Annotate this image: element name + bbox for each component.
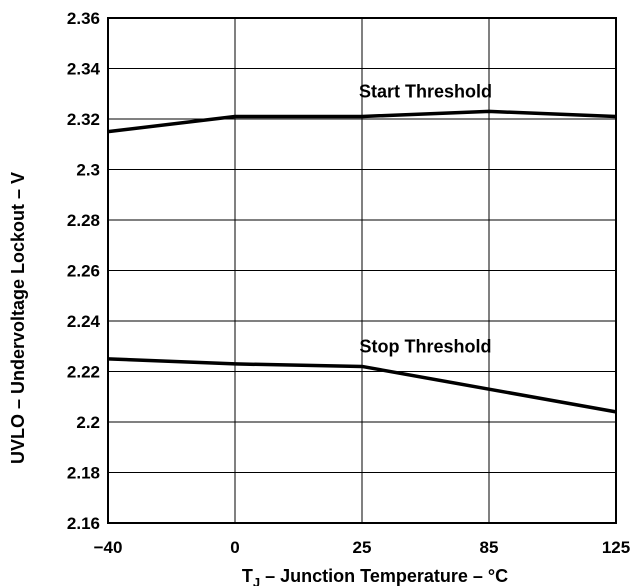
- x-tick-label: 0: [230, 538, 239, 557]
- x-tick-label: −40: [94, 538, 123, 557]
- y-tick-label: 2.22: [67, 363, 100, 382]
- y-tick-label: 2.32: [67, 110, 100, 129]
- x-axis-title-subscript: J: [253, 575, 260, 586]
- plot-frame: [107, 17, 617, 524]
- start-threshold-line: [107, 109, 617, 134]
- y-tick-label: 2.3: [76, 161, 100, 180]
- y-axis-title: UVLO – Undervoltage Lockout – V: [8, 172, 28, 464]
- y-tick-label: 2.2: [76, 413, 100, 432]
- y-tick-label: 2.28: [67, 211, 100, 230]
- y-tick-label: 2.26: [67, 262, 100, 281]
- start-threshold-label: Start Threshold: [359, 81, 492, 101]
- x-tick-label: 25: [353, 538, 372, 557]
- x-tick-label: 125: [602, 538, 630, 557]
- y-tick-label: 2.18: [67, 464, 100, 483]
- y-tick-label: 2.36: [67, 9, 100, 28]
- stop-threshold-line: [107, 357, 617, 414]
- x-axis-title: TJ – Junction Temperature – °C: [242, 566, 508, 586]
- x-tick-label: 85: [480, 538, 499, 557]
- x-axis-title-rest: – Junction Temperature – °C: [260, 566, 508, 586]
- series-group: [107, 109, 617, 414]
- labels: 2.16 2.18 2.2 2.22 2.24 2.26 2.28 2.3 2.32 2.34 2.…: [67, 9, 630, 557]
- stop-threshold-label: Stop Threshold: [360, 336, 492, 356]
- x-axis-title-main: T: [242, 566, 253, 586]
- y-tick-label: 2.34: [67, 60, 101, 79]
- y-tick-label: 2.24: [67, 312, 101, 331]
- y-tick-label: 2.16: [67, 514, 100, 533]
